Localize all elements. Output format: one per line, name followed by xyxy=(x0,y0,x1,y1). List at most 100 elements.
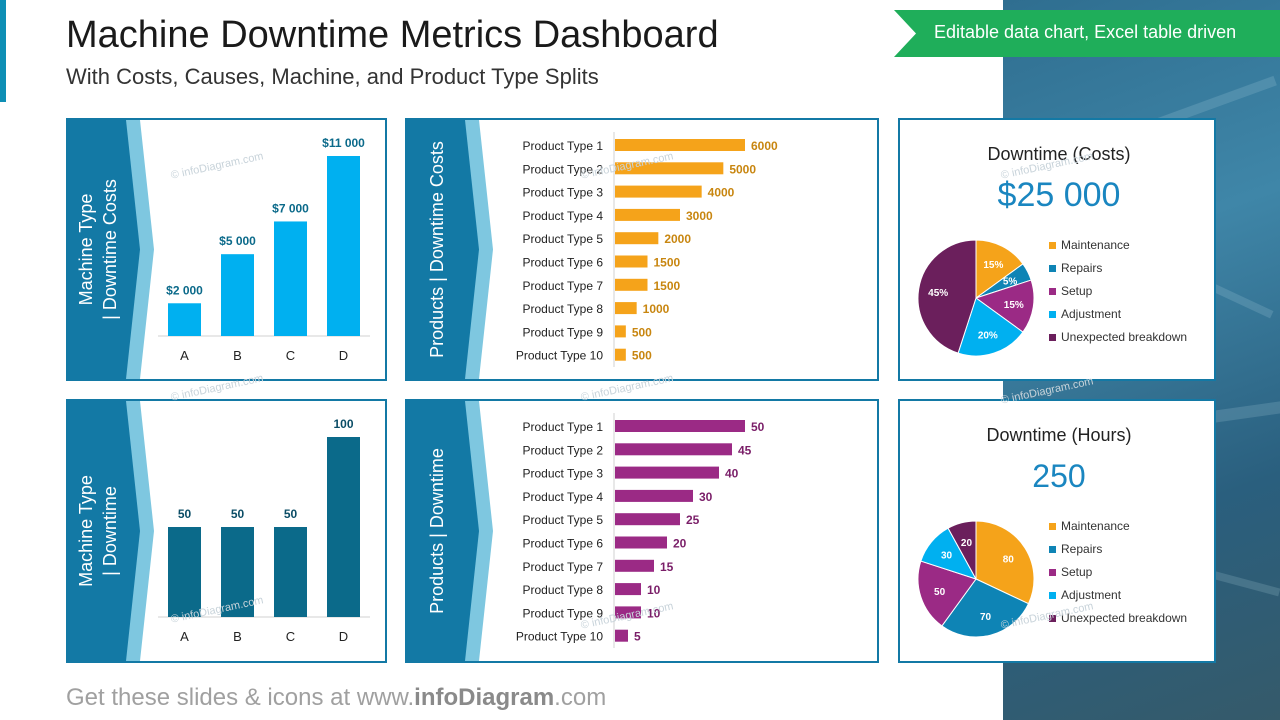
tick-label: Product Type 9 xyxy=(523,325,604,339)
bar xyxy=(615,583,641,596)
tick-label: Product Type 8 xyxy=(523,583,604,597)
legend-label: Maintenance xyxy=(1061,519,1130,533)
slice-label: 15% xyxy=(983,260,1003,271)
panel-product-costs: Products | Downtime Costs Product Type 1 6… xyxy=(405,118,879,381)
side-arrow-dark xyxy=(68,120,140,379)
legend-label: Repairs xyxy=(1061,542,1102,556)
legend-swatch xyxy=(1049,569,1056,576)
bar xyxy=(615,559,654,572)
editable-ribbon: Editable data chart, Excel table driven xyxy=(894,10,1280,57)
tick-label: C xyxy=(286,629,295,644)
tick-label: Product Type 7 xyxy=(523,560,604,574)
tick-label: Product Type 1 xyxy=(523,139,604,153)
data-label: 3000 xyxy=(686,209,713,223)
slice-label: 20 xyxy=(961,538,973,549)
slice-label: 80 xyxy=(1003,554,1015,565)
bar xyxy=(615,302,637,315)
side-label: Products | Downtime Costs xyxy=(427,141,447,358)
data-label: 4000 xyxy=(708,186,735,200)
data-label: 1500 xyxy=(654,256,681,270)
bar xyxy=(615,629,628,642)
bar xyxy=(615,606,641,619)
bar xyxy=(615,185,702,198)
data-label: 5000 xyxy=(729,162,756,176)
tick-label: Product Type 7 xyxy=(523,279,604,293)
side-label: | Downtime xyxy=(100,486,120,576)
data-label: 1000 xyxy=(643,302,670,316)
data-label: 2000 xyxy=(664,232,691,246)
panel-machine-costs: Machine Type | Downtime Costs $2 000 A $5 00… xyxy=(66,118,387,381)
legend-label: Maintenance xyxy=(1061,238,1130,252)
tick-label: Product Type 5 xyxy=(523,232,604,246)
panel-pie-hours: Downtime (Hours) 250 80 70 50 30 20 Maintenance… xyxy=(898,399,1216,663)
bar xyxy=(615,348,626,361)
pie-slice xyxy=(917,560,977,627)
bar xyxy=(327,156,360,336)
bar xyxy=(274,527,307,617)
chart-product-hours: Products | Downtime Product Type 1 50 Produ… xyxy=(407,401,765,661)
tick-label: D xyxy=(339,348,348,363)
data-label: 50 xyxy=(178,507,192,521)
accent-bar xyxy=(0,0,6,102)
data-label: 10 xyxy=(647,606,661,620)
page-subtitle: With Costs, Causes, Machine, and Product… xyxy=(66,64,599,89)
tick-label: Product Type 3 xyxy=(523,467,604,481)
data-label: 10 xyxy=(647,583,661,597)
footer: Get these slides & icons at www.infoDiag… xyxy=(66,684,606,712)
chart-total: 250 xyxy=(1032,458,1085,494)
page-title: Machine Downtime Metrics Dashboard xyxy=(66,14,719,56)
side-arrow-dark xyxy=(68,401,140,661)
legend-swatch xyxy=(1049,265,1056,272)
tick-label: Product Type 4 xyxy=(523,209,604,223)
pie-slice xyxy=(917,239,977,354)
bar xyxy=(615,162,724,175)
data-label: 15 xyxy=(660,560,674,574)
legend-label: Repairs xyxy=(1061,261,1102,275)
data-label: 40 xyxy=(725,467,739,481)
data-label: 1500 xyxy=(654,279,681,293)
data-label: 100 xyxy=(333,417,353,431)
tick-label: Product Type 9 xyxy=(523,606,604,620)
footer-prefix: Get these slides & icons at www. xyxy=(66,684,415,711)
tick-label: Product Type 6 xyxy=(523,256,604,270)
chart-product-costs: Products | Downtime Costs Product Type 1 6… xyxy=(407,120,778,379)
legend-swatch xyxy=(1049,334,1056,341)
legend-swatch xyxy=(1049,546,1056,553)
bar xyxy=(615,232,659,245)
chart-title: Downtime (Hours) xyxy=(986,425,1131,445)
tick-label: B xyxy=(233,348,242,363)
slice-label: 5% xyxy=(1003,277,1018,288)
legend-swatch xyxy=(1049,311,1056,318)
data-label: 30 xyxy=(699,490,713,504)
data-label: $11 000 xyxy=(322,136,365,150)
tick-label: Product Type 10 xyxy=(516,349,603,363)
tick-label: C xyxy=(286,348,295,363)
pie-slice xyxy=(941,578,1030,638)
bar xyxy=(615,208,680,221)
panel-machine-hours: Machine Type | Downtime 50 A 50 B 50 C 100 D xyxy=(66,399,387,663)
legend-label: Unexpected breakdown xyxy=(1061,330,1187,344)
tick-label: Product Type 2 xyxy=(523,162,604,176)
pie-slice xyxy=(975,239,1024,299)
chart-pie-hours: Downtime (Hours) 250 80 70 50 30 20 Maintenance… xyxy=(917,425,1187,638)
legend-swatch xyxy=(1049,592,1056,599)
footer-brand: infoDiagram xyxy=(414,684,555,711)
data-label: 50 xyxy=(231,507,245,521)
tick-label: A xyxy=(180,348,189,363)
legend-label: Adjustment xyxy=(1061,307,1122,321)
bar xyxy=(615,255,648,268)
side-label: Machine Type xyxy=(76,475,96,587)
tick-label: Product Type 4 xyxy=(523,490,604,504)
legend-swatch xyxy=(1049,242,1056,249)
bar xyxy=(615,536,667,549)
data-label: $7 000 xyxy=(272,201,309,215)
data-label: $2 000 xyxy=(166,283,203,297)
bar xyxy=(615,139,745,151)
data-label: 500 xyxy=(632,325,652,339)
bar xyxy=(221,527,254,617)
data-label: 20 xyxy=(673,537,687,551)
panel-product-hours: Products | Downtime Product Type 1 50 Produ… xyxy=(405,399,879,663)
side-arrow-dark xyxy=(407,120,479,379)
slice-label: 70 xyxy=(980,612,992,623)
side-label: Products | Downtime xyxy=(427,448,447,614)
